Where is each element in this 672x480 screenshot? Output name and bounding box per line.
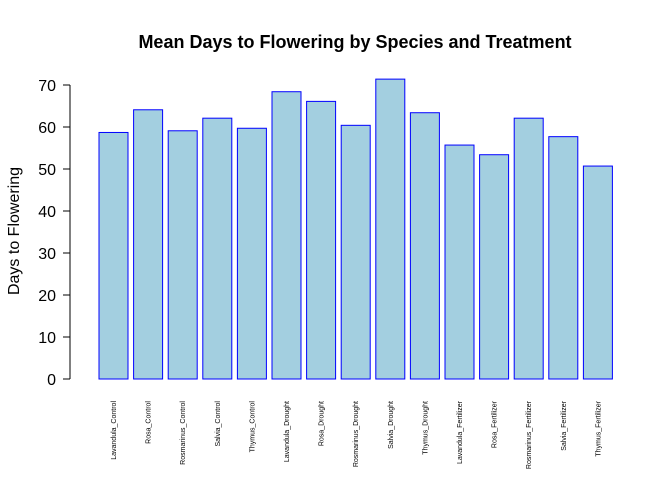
x-tick-label: Rosmarinus_Fertilizer xyxy=(526,400,533,469)
y-tick-label: 60 xyxy=(38,120,56,137)
y-axis-label: Days to Flowering xyxy=(6,167,23,295)
x-tick-label: Rosmarinus_Control xyxy=(180,401,187,465)
bars-group xyxy=(98,78,613,380)
x-tick-labels: Lavandula_Control Rosa_Control Rosmarinus_… xyxy=(111,400,602,469)
bar-lavandula-fertilizer xyxy=(444,144,475,380)
bar-rosa-fertilizer xyxy=(479,154,510,380)
x-tick-label: Salvia_Control xyxy=(215,401,222,447)
x-tick-label: Lavandula_Fertilizer xyxy=(457,400,464,464)
y-tick-label: 0 xyxy=(47,372,56,389)
bar-thymus-control xyxy=(236,127,267,380)
bar-rosa-control xyxy=(133,109,164,380)
x-tick-label: Rosa_Fertilizer xyxy=(492,400,499,448)
x-tick-label: Salvia_Drought xyxy=(388,401,395,449)
bar-rosmarinus-fertilizer xyxy=(513,117,544,380)
y-tick-label: 70 xyxy=(38,78,56,95)
x-tick-label: Thymus_Drought xyxy=(422,401,429,455)
x-tick-label: Salvia_Fertilizer xyxy=(561,400,568,450)
x-tick-label: Rosa_Drought xyxy=(319,401,326,446)
y-tick-label: 10 xyxy=(38,330,56,347)
x-tick-label: Lavandula_Control xyxy=(111,401,118,460)
x-tick-label: Thymus_Fertilizer xyxy=(595,400,602,456)
bar-rosmarinus-control xyxy=(167,130,198,380)
y-tick-label: 40 xyxy=(38,204,56,221)
bar-rosa-drought xyxy=(306,100,337,380)
x-tick-label: Thymus_Control xyxy=(249,401,256,453)
bar-thymus-fertilizer xyxy=(582,165,613,380)
y-tick-label: 20 xyxy=(38,288,56,305)
bar-lavandula-drought xyxy=(271,91,302,380)
y-tick-label: 30 xyxy=(38,246,56,263)
bar-salvia-fertilizer xyxy=(548,136,579,380)
bar-salvia-control xyxy=(202,117,233,380)
y-tick-label: 50 xyxy=(38,162,56,179)
y-axis: 0 10 20 30 40 50 60 70 xyxy=(38,78,71,389)
bar-thymus-drought xyxy=(409,112,440,380)
bar-salvia-drought xyxy=(375,78,406,380)
x-tick-label: Lavandula_Drought xyxy=(284,401,291,462)
bar-rosmarinus-drought xyxy=(340,124,371,380)
x-tick-label: Rosmarinus_Drought xyxy=(353,401,360,467)
bar-lavandula-control xyxy=(98,131,129,380)
x-tick-label: Rosa_Control xyxy=(146,401,153,444)
chart-title: Mean Days to Flowering by Species and Tr… xyxy=(138,32,571,52)
